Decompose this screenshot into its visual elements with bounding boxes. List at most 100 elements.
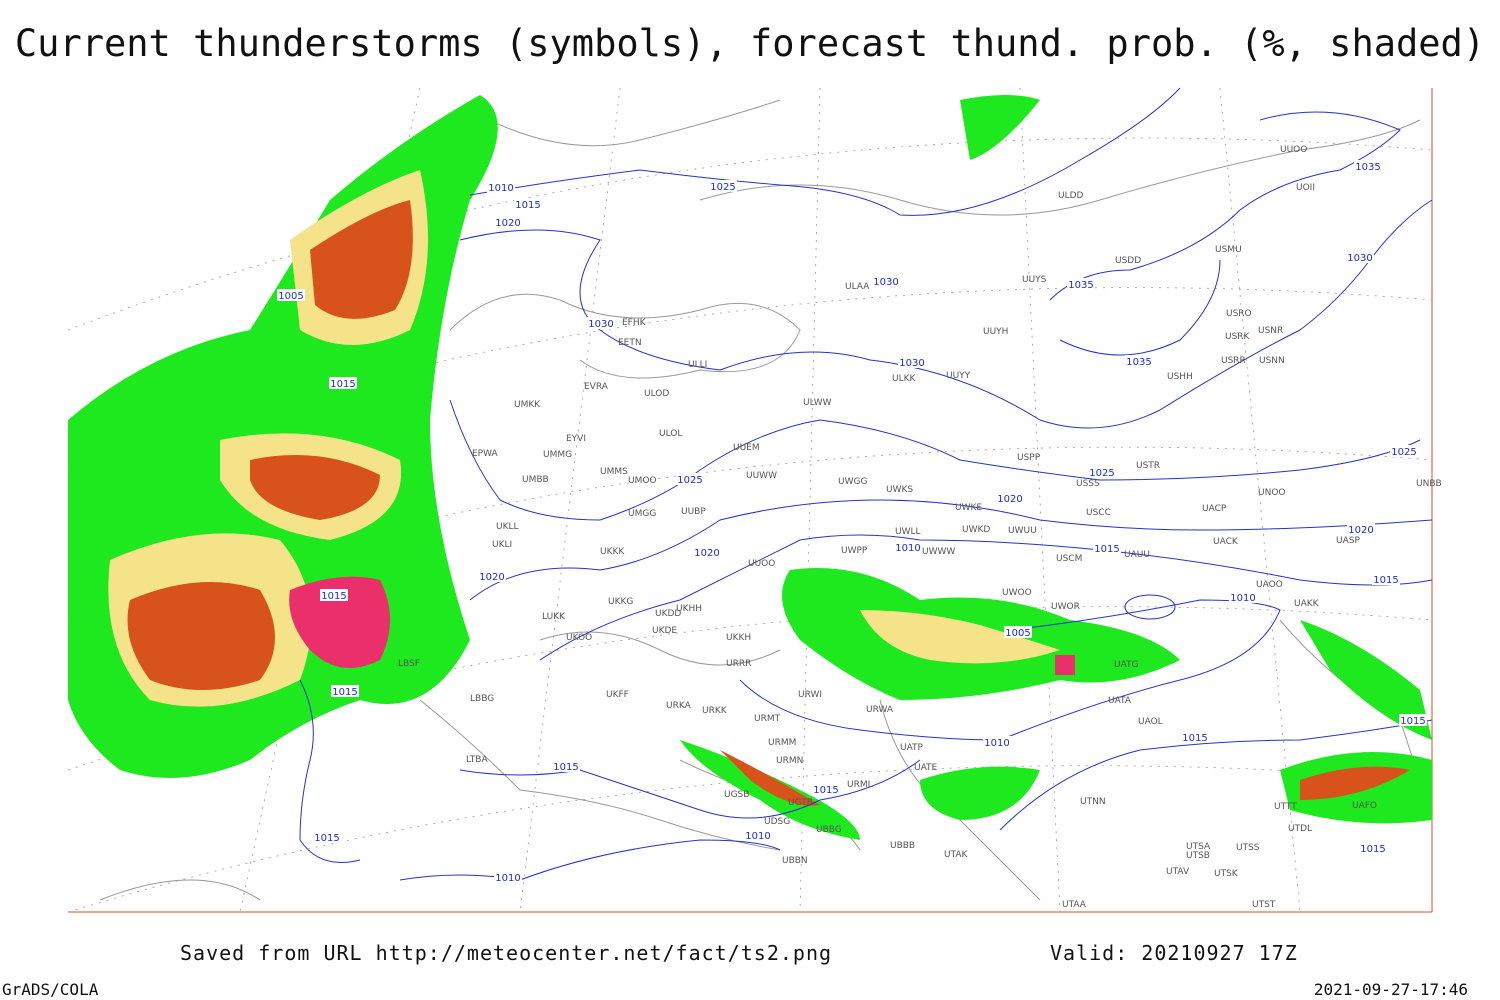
station-label: USCC <box>1086 508 1111 518</box>
station-label: UTNN <box>1080 797 1106 807</box>
station-label: UWLL <box>895 527 921 537</box>
isobar-label-bg <box>1067 278 1095 290</box>
isobar-label: 1025 <box>1391 447 1416 458</box>
isobar-label: 1025 <box>1089 468 1114 479</box>
station-label: EETN <box>618 338 642 348</box>
isobar-label-bg <box>812 783 840 795</box>
station-label: UATP <box>900 743 924 753</box>
isobar-label: 1010 <box>895 543 920 554</box>
station-label: UUYS <box>1022 275 1047 285</box>
station-label: UGTB <box>788 798 813 808</box>
isobar-label-bg <box>552 760 580 772</box>
isobar-label: 1010 <box>984 738 1009 749</box>
isobar-label-bg <box>894 541 922 553</box>
isobar-label-bg <box>1399 714 1427 726</box>
station-label: UASP <box>1336 536 1360 546</box>
station-label: URMN <box>776 756 803 766</box>
station-label: UUBP <box>681 507 706 517</box>
station-label: EFHK <box>622 318 647 328</box>
station-label: ULLI <box>688 360 707 370</box>
station-label: URMM <box>768 738 796 748</box>
isobar-label: 1020 <box>1348 525 1373 536</box>
isobar-label: 1015 <box>321 591 346 602</box>
isobar-label: 1020 <box>479 572 504 583</box>
station-label: UWOR <box>1051 602 1080 612</box>
station-label: ULOL <box>659 429 682 439</box>
station-label: UACK <box>1213 537 1239 547</box>
isobar-label-bg <box>331 685 359 697</box>
isobar-label: 1015 <box>332 687 357 698</box>
station-label: UAKK <box>1294 599 1320 609</box>
station-label: UMMS <box>600 467 628 477</box>
isobar-label: 1025 <box>677 475 702 486</box>
station-label: UKKK <box>600 547 625 557</box>
station-label: UUOO <box>1280 145 1307 155</box>
isobar-label: 1020 <box>694 548 719 559</box>
isobar-label-bg <box>329 377 357 389</box>
station-label: UTST <box>1252 900 1276 910</box>
station-label: URWA <box>866 705 894 715</box>
isobar-label-bg <box>320 589 348 601</box>
software-credit: GrADS/COLA <box>2 980 99 999</box>
isobar-label: 1015 <box>813 785 838 796</box>
station-label: UBBG <box>816 825 842 835</box>
isobars <box>299 87 1433 881</box>
isobar-label-bg <box>898 356 926 368</box>
isobar-label: 1015 <box>314 833 339 844</box>
isobar-label: 1010 <box>488 183 513 194</box>
station-label: UUOO <box>748 559 775 569</box>
station-label: UWPP <box>841 546 868 556</box>
station-label: USTR <box>1136 461 1160 471</box>
station-label: USRK <box>1225 332 1251 342</box>
station-label: UAOO <box>1256 580 1283 590</box>
station-label: UMMG <box>543 450 572 460</box>
station-label: UWKE <box>955 503 982 513</box>
station-label: UGSB <box>724 790 749 800</box>
isobar-label: 1030 <box>899 358 924 369</box>
isobar-labels: 1010101510201025100510301030103510351030… <box>277 160 1427 884</box>
station-label: UAFO <box>1352 801 1377 811</box>
station-label: URRR <box>726 659 751 669</box>
source-url: Saved from URL http://meteocenter.net/fa… <box>180 941 832 965</box>
station-label: UBBN <box>782 856 808 866</box>
isobar-label-bg <box>487 181 515 193</box>
station-label: ULAA <box>845 282 870 292</box>
station-label: LUKK <box>542 612 566 622</box>
station-label: UUWW <box>746 471 777 481</box>
station-label: UKLL <box>496 522 519 532</box>
station-label: URMT <box>754 714 781 724</box>
station-label: UTSA <box>1186 842 1211 852</box>
station-label: USRO <box>1226 309 1252 319</box>
isobar-label: 1015 <box>330 379 355 390</box>
station-label: USPP <box>1017 453 1041 463</box>
station-label: UKDD <box>655 609 681 619</box>
station-label: ULKK <box>892 374 917 384</box>
station-label: UAUU <box>1124 550 1150 560</box>
station-label: UOII <box>1296 183 1315 193</box>
station-label: URWI <box>798 690 822 700</box>
timestamp: 2021-09-27-17:46 <box>1314 980 1468 999</box>
valid-time: Valid: 20210927 17Z <box>1050 941 1298 965</box>
isobar-label: 1035 <box>1126 357 1151 368</box>
isobar-label: 1015 <box>1360 844 1385 855</box>
isobar-label-bg <box>1181 731 1209 743</box>
isobar-label-bg <box>709 180 737 192</box>
thunderstorm-probability <box>68 95 1432 840</box>
station-label: UWOO <box>1002 588 1032 598</box>
isobar-label: 1020 <box>495 218 520 229</box>
isobar-label: 1030 <box>588 319 613 330</box>
isobar-label-bg <box>1093 542 1121 554</box>
isobar-label-bg <box>1359 842 1387 854</box>
station-label: UKDE <box>652 626 677 636</box>
station-label: URML <box>847 780 873 790</box>
station-label: UACP <box>1202 504 1227 514</box>
isobar-label: 1005 <box>1005 628 1030 639</box>
station-label: UTAV <box>1166 867 1190 877</box>
map-title: Current thunderstorms (symbols), forecas… <box>15 22 1485 65</box>
station-label: UTTT <box>1274 802 1297 812</box>
isobar-label-bg <box>676 473 704 485</box>
isobar-label: 1015 <box>1182 733 1207 744</box>
isobar-label: 1010 <box>495 873 520 884</box>
station-label: EYVI <box>566 434 586 444</box>
station-label: UAOL <box>1138 717 1163 727</box>
